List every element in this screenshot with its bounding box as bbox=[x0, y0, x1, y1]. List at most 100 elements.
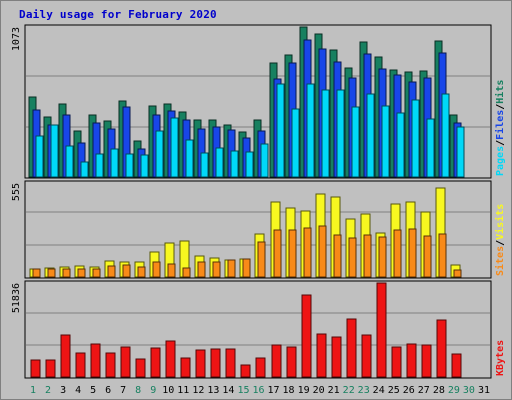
day-label-5: 5 bbox=[90, 385, 96, 396]
day-label-9: 9 bbox=[150, 385, 156, 396]
kbytes-bar-19 bbox=[301, 294, 312, 378]
day-label-18: 18 bbox=[282, 385, 294, 396]
sites-bar-3 bbox=[62, 268, 71, 278]
legend-label: Pages/Files/Hits bbox=[494, 80, 506, 176]
day-label-16: 16 bbox=[252, 385, 264, 396]
kbytes-bar-27 bbox=[421, 344, 432, 378]
legend-hits: Hits bbox=[494, 80, 506, 104]
kbytes-bar-4 bbox=[75, 352, 86, 378]
day-label-13: 13 bbox=[207, 385, 219, 396]
sites-bar-25 bbox=[393, 229, 402, 278]
pages-bar-25 bbox=[396, 112, 405, 178]
sites-bar-11 bbox=[182, 267, 191, 278]
pages-bar-3 bbox=[65, 145, 74, 178]
pages-bar-4 bbox=[80, 161, 89, 178]
kbytes-bar-26 bbox=[406, 343, 417, 378]
legend-separator: / bbox=[495, 240, 506, 246]
pages-bar-2 bbox=[50, 124, 59, 178]
kbytes-bar-7 bbox=[120, 346, 131, 378]
pages-bar-19 bbox=[306, 83, 315, 178]
pages-bar-13 bbox=[215, 147, 224, 178]
day-label-22: 22 bbox=[343, 385, 355, 396]
sites-bar-29 bbox=[453, 269, 462, 278]
sites-bar-5 bbox=[92, 268, 101, 278]
sites-bar-22 bbox=[348, 237, 357, 278]
day-label-3: 3 bbox=[60, 385, 66, 396]
pages-bar-24 bbox=[381, 105, 390, 178]
day-label-19: 19 bbox=[298, 385, 310, 396]
sites-bar-19 bbox=[303, 227, 312, 278]
chart-title: Daily usage for February 2020 bbox=[19, 8, 217, 21]
day-label-8: 8 bbox=[135, 385, 141, 396]
day-label-10: 10 bbox=[162, 385, 174, 396]
kbytes-bar-10 bbox=[165, 340, 176, 378]
sites-bar-23 bbox=[363, 234, 372, 278]
kbytes-bar-6 bbox=[105, 352, 116, 378]
sites-bar-20 bbox=[318, 225, 327, 278]
pages-bar-9 bbox=[155, 130, 164, 178]
sites-bar-14 bbox=[227, 259, 236, 278]
pages-bar-10 bbox=[170, 117, 179, 178]
day-label-29: 29 bbox=[448, 385, 460, 396]
legend-separator: / bbox=[495, 104, 506, 110]
kbytes-bar-18 bbox=[286, 346, 297, 378]
sites-bar-12 bbox=[197, 261, 206, 278]
sites-bar-16 bbox=[257, 241, 266, 278]
pages-bar-5 bbox=[95, 153, 104, 178]
day-label-24: 24 bbox=[373, 385, 385, 396]
legend-files: Files bbox=[494, 110, 506, 140]
pages-bar-1 bbox=[35, 135, 44, 178]
pages-bar-18 bbox=[291, 108, 300, 178]
pages-bar-16 bbox=[260, 143, 269, 178]
day-label-25: 25 bbox=[388, 385, 400, 396]
kbytes-bar-25 bbox=[391, 346, 402, 378]
day-label-31: 31 bbox=[478, 385, 490, 396]
sites-bar-10 bbox=[167, 263, 176, 278]
kbytes-bar-12 bbox=[195, 349, 206, 378]
sites-bar-26 bbox=[408, 228, 417, 278]
day-label-14: 14 bbox=[222, 385, 234, 396]
day-label-6: 6 bbox=[105, 385, 111, 396]
y-max-label: 1073 bbox=[11, 27, 22, 51]
day-label-28: 28 bbox=[433, 385, 445, 396]
kbytes-bar-23 bbox=[361, 334, 372, 378]
kbytes-bar-8 bbox=[135, 358, 146, 378]
sites-bar-1 bbox=[32, 268, 41, 278]
kbytes-bar-28 bbox=[436, 319, 447, 378]
pages-bar-20 bbox=[321, 89, 330, 178]
sites-bar-15 bbox=[242, 258, 251, 278]
day-label-27: 27 bbox=[418, 385, 430, 396]
sites-bar-24 bbox=[378, 236, 387, 278]
pages-bar-29 bbox=[456, 126, 465, 178]
day-label-30: 30 bbox=[463, 385, 475, 396]
pages-bar-26 bbox=[411, 99, 420, 178]
kbytes-bar-3 bbox=[60, 334, 71, 378]
legend-kbytes: KBytes bbox=[495, 340, 506, 376]
kbytes-bar-14 bbox=[225, 348, 236, 378]
pages-bar-15 bbox=[245, 151, 254, 178]
y-max-label: 555 bbox=[11, 183, 22, 201]
sites-bar-6 bbox=[107, 265, 116, 278]
kbytes-bar-21 bbox=[331, 336, 342, 378]
pages-bar-21 bbox=[336, 89, 345, 178]
day-label-1: 1 bbox=[30, 385, 36, 396]
day-label-23: 23 bbox=[358, 385, 370, 396]
pages-bar-11 bbox=[185, 139, 194, 178]
kbytes-bar-5 bbox=[90, 343, 101, 378]
sites-bar-13 bbox=[212, 261, 221, 278]
pages-bar-12 bbox=[200, 152, 209, 178]
kbytes-bar-17 bbox=[271, 344, 282, 378]
day-label-20: 20 bbox=[313, 385, 325, 396]
kbytes-bar-16 bbox=[255, 357, 266, 378]
sites-bar-7 bbox=[122, 264, 131, 278]
y-max-label: 51836 bbox=[11, 283, 22, 313]
pages-bar-7 bbox=[125, 153, 134, 178]
sites-bar-2 bbox=[47, 268, 56, 278]
pages-bar-17 bbox=[276, 83, 285, 178]
pages-bar-27 bbox=[426, 118, 435, 178]
legend-label: KBytes bbox=[495, 340, 506, 376]
sites-bar-17 bbox=[273, 229, 282, 278]
sites-bar-27 bbox=[423, 235, 432, 278]
day-label-11: 11 bbox=[177, 385, 189, 396]
